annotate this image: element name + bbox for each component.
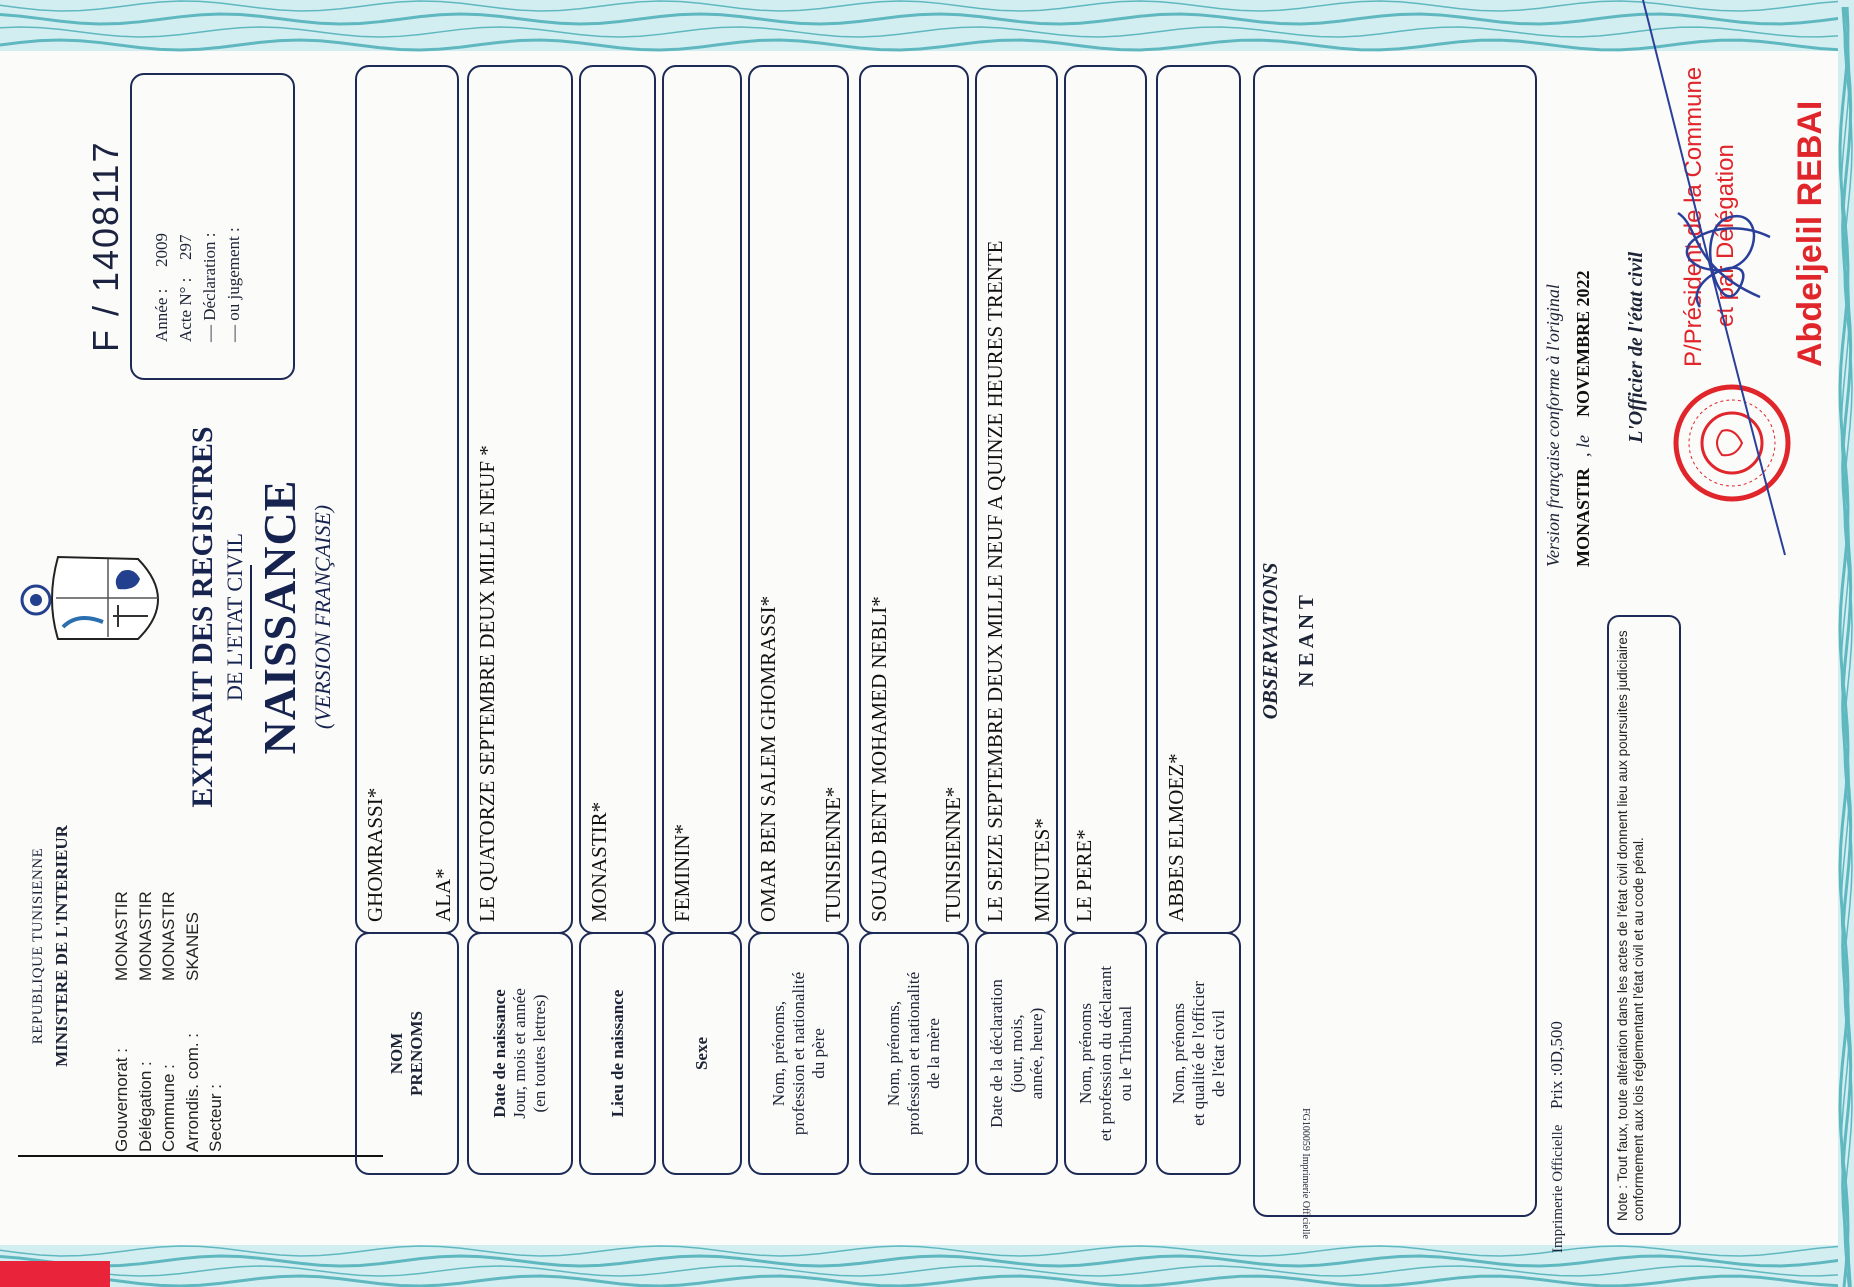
tunisia-emblem-icon xyxy=(20,555,159,640)
field-label-line: Nom, prénoms, xyxy=(768,1000,788,1107)
date-value: NOVEMBRE 2022 xyxy=(1573,270,1593,417)
location-label: Commune : xyxy=(159,1064,179,1152)
location-label: Secteur : xyxy=(206,1083,226,1152)
signatory-name: Abdeljelil REBAI xyxy=(1791,100,1829,367)
year-overprint: 2009 xyxy=(152,233,171,267)
title-extrait: EXTRAIT DES REGISTRES xyxy=(186,426,219,808)
field-value: MONASTIR* xyxy=(587,801,611,922)
observations-title: OBSERVATIONS xyxy=(1258,562,1282,720)
field-label-line: année, heure) xyxy=(1026,1007,1046,1100)
field-value: MINUTES* xyxy=(1030,818,1054,922)
annee-label: Année : xyxy=(152,288,171,342)
field-value: TUNISIENNE* xyxy=(821,786,845,922)
printer-label: Imprimerie Officielle xyxy=(1550,1124,1566,1253)
field-label-line: et profession du déclarant xyxy=(1095,965,1115,1142)
field-label-line: (en toutes lettres) xyxy=(530,994,549,1113)
observations-value: N E A N T xyxy=(1294,595,1318,687)
field-label-line: du père xyxy=(808,1028,828,1079)
location-value: MONASTIR xyxy=(135,891,155,981)
field-label-line: profession et nationalité xyxy=(788,971,808,1136)
field-value: OMAR BEN SALEM GHOMRASSI* xyxy=(756,595,780,922)
jugement-label: — ou jugement : xyxy=(224,227,243,342)
field-value: TUNISIENNE* xyxy=(941,786,965,922)
value-cell xyxy=(662,65,742,934)
field-label: Nom, prénoms et qualité de l'officier de l… xyxy=(1156,932,1241,1175)
field-label: Date de naissance Jour, mois et année (en … xyxy=(467,932,573,1175)
field-label-line: PRENOMS xyxy=(407,1011,426,1096)
field-label-line: Jour, mois et année xyxy=(510,988,529,1119)
ministry-heading: MINISTERE DE L'INTERIEUR xyxy=(52,825,71,1067)
field-value: ABBES ELMOEZ* xyxy=(1164,753,1188,922)
location-label: Arrondis. com. : xyxy=(182,1032,202,1152)
field-label: Sexe xyxy=(662,932,742,1175)
header-divider xyxy=(18,1155,383,1157)
field-label: NOM PRENOMS xyxy=(355,932,459,1175)
field-value: SOUAD BENT MOHAMED NEBLI* xyxy=(867,596,891,922)
acte-number: 297 xyxy=(176,234,195,261)
acte-label: Acte N° : xyxy=(176,277,195,342)
field-label-line: et qualité de l'officier xyxy=(1188,981,1208,1126)
field-value: LE QUATORZE SEPTEMBRE DEUX MILLE NEUF * xyxy=(475,445,499,922)
field-value: LE SEIZE SEPTEMBRE DEUX MILLE NEUF A QUI… xyxy=(983,240,1007,923)
location-label: Gouvernorat : xyxy=(112,1048,131,1152)
field-label-line: de l'état civil xyxy=(1208,1009,1228,1098)
certificate-number: F / 1408117 xyxy=(85,140,126,352)
field-label-line: Nom, prénoms xyxy=(1168,1002,1188,1105)
officer-title: L'Officier de l'état civil xyxy=(1625,251,1647,443)
field-value: GHOMRASSI* xyxy=(363,787,387,922)
field-label-line: profession et nationalité xyxy=(904,971,923,1136)
field-value: ALA* xyxy=(431,868,455,922)
field-label-line: Lieu de naissance xyxy=(607,989,627,1118)
location-value: MONASTIR xyxy=(112,891,131,981)
title-etat-civil: DE L'ETAT CIVIL xyxy=(222,533,247,701)
le-label: , le xyxy=(1573,435,1593,457)
field-label: Nom, prénoms, profession et nationalité de… xyxy=(859,932,969,1175)
official-stamp xyxy=(1673,384,1791,502)
signatory-line2: et par Délégation xyxy=(1712,144,1739,327)
field-value: LE PERE* xyxy=(1072,829,1096,922)
location-value: MONASTIR xyxy=(159,891,179,981)
location-label: Délégation : xyxy=(135,1061,155,1152)
declaration-label: — Déclaration : xyxy=(200,232,219,342)
field-label-line: NOM xyxy=(387,1032,406,1075)
legal-note: Note : Tout faux, toute altération dans … xyxy=(1607,615,1681,1235)
field-label-line: de la mère xyxy=(924,1018,943,1089)
form-code: FG100059 Imprimerie Officielle xyxy=(1300,1108,1311,1239)
conformity-text: Version française conforme à l'original xyxy=(1543,284,1563,567)
title-naissance: NAISSANCE xyxy=(254,479,305,755)
value-cell xyxy=(1064,65,1147,934)
republic-heading: REPUBLIQUE TUNISIENNE xyxy=(30,847,46,1045)
title-version: (VERSION FRANÇAISE) xyxy=(310,504,335,730)
field-label-line: ou le Tribunal xyxy=(1115,1005,1135,1102)
title-rule xyxy=(250,565,252,669)
field-label-line: (jour, mois, xyxy=(1006,1014,1026,1093)
field-label-line: Date de la déclaration xyxy=(986,979,1006,1128)
signatory-line1: P/Président de la Commune xyxy=(1680,66,1707,367)
field-label: Nom, prénoms et profession du déclarant ou… xyxy=(1064,932,1147,1175)
field-value: FEMININ* xyxy=(670,824,694,922)
field-label-line: Date de naissance xyxy=(490,989,509,1118)
place-value: MONASTIR xyxy=(1573,467,1593,567)
field-label-line: Sexe xyxy=(692,1036,711,1071)
field-label: Nom, prénoms, profession et nationalité du… xyxy=(748,932,849,1175)
field-label: Lieu de naissance xyxy=(579,932,656,1175)
field-label-line: Nom, prénoms xyxy=(1075,1002,1095,1105)
field-label: Date de la déclaration (jour, mois, année,… xyxy=(975,932,1058,1175)
price-label: Prix :0D,500 xyxy=(1547,1021,1566,1109)
location-value: SKANES xyxy=(182,912,202,981)
field-label-line: Nom, prénoms, xyxy=(884,1000,903,1107)
